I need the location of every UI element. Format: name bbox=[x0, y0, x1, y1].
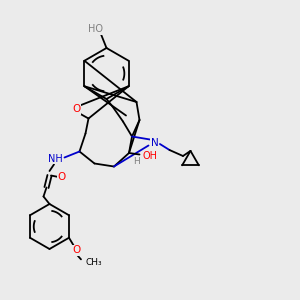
Text: CH₃: CH₃ bbox=[85, 258, 102, 267]
Text: O: O bbox=[72, 245, 81, 255]
Text: NH: NH bbox=[48, 154, 63, 164]
Text: H: H bbox=[133, 158, 140, 166]
Text: OH: OH bbox=[142, 151, 158, 161]
Text: HO: HO bbox=[88, 24, 104, 34]
Text: O: O bbox=[72, 104, 81, 115]
Text: O: O bbox=[57, 172, 66, 182]
Text: N: N bbox=[151, 137, 158, 148]
